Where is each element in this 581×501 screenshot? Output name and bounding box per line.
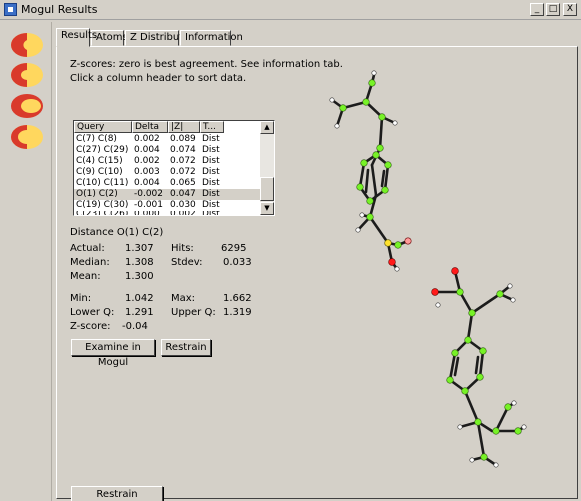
median-label: Median: [70, 257, 110, 268]
hits-label: Hits: [171, 243, 194, 254]
results-table[interactable]: Query Delta |Z| T... C(7) C(8) 0.002 0.0… [73, 120, 275, 216]
carbon-atoms [339, 79, 522, 461]
lower-q-value: 1.291 [125, 307, 154, 318]
table-header: Query Delta |Z| T... [74, 121, 260, 133]
minimize-button[interactable]: _ [530, 3, 544, 16]
column-header-query[interactable]: Query [74, 121, 132, 133]
table-row[interactable]: C(10) C(11) 0.004 0.065 Dist [74, 178, 260, 189]
scroll-down-button[interactable]: ▼ [260, 202, 274, 215]
cell-delta: -0.001 [134, 200, 164, 210]
cell-query: C(27) C(29) [76, 145, 129, 155]
cell-type: Dist [202, 178, 220, 188]
examine-in-mogul-button[interactable]: Examine in Mogul [71, 339, 155, 368]
oxygen-atoms [384, 237, 459, 296]
close-button[interactable]: X [563, 3, 577, 16]
tab-results[interactable]: Results [56, 28, 97, 47]
upper-q-label: Upper Q: [171, 307, 216, 318]
cell-z: 0.065 [170, 178, 196, 188]
table-row[interactable]: C(19) C(30) -0.001 0.030 Dist [74, 200, 260, 211]
table-row-selected[interactable]: O(1) C(2) -0.002 0.047 Dist [74, 189, 260, 200]
info-text: Click a column header to sort data. [70, 73, 247, 84]
cell-delta: -0.002 [134, 189, 164, 199]
tab-information[interactable]: Information [180, 30, 243, 46]
hits-value: 6295 [221, 243, 247, 254]
upper-q-value: 1.319 [223, 307, 252, 318]
cell-z: 0.089 [170, 134, 196, 144]
restrain-button[interactable]: Restrain [161, 339, 211, 356]
stdev-label: Stdev: [171, 257, 203, 268]
table-row[interactable]: C(9) C(10) 0.003 0.072 Dist [74, 167, 260, 178]
actual-value: 1.307 [125, 243, 154, 254]
cell-type: Dist [202, 211, 220, 215]
cell-type: Dist [202, 156, 220, 166]
molecule-bonds [330, 73, 526, 467]
detail-heading: Distance O(1) C(2) [70, 227, 164, 238]
tab-atoms[interactable]: Atoms [91, 30, 128, 46]
column-header-type[interactable]: T... [200, 121, 224, 133]
cell-z: 0.072 [170, 156, 196, 166]
min-value: 1.042 [125, 293, 154, 304]
cell-query: C(9) C(10) [76, 167, 123, 177]
mogul-icon[interactable] [10, 124, 44, 150]
max-value: 1.662 [223, 293, 252, 304]
table-row[interactable]: C(27) C(29) 0.004 0.074 Dist [74, 145, 260, 156]
median-value: 1.308 [125, 257, 154, 268]
cell-delta: 0.004 [134, 178, 160, 188]
z-score-value: -0.04 [122, 321, 148, 332]
table-row[interactable]: C(4) C(15) 0.002 0.072 Dist [74, 156, 260, 167]
cell-z: 0.030 [170, 200, 196, 210]
cell-query: C(23) C(26) [76, 211, 128, 215]
hydrogen-atoms [329, 70, 527, 468]
column-header-z[interactable]: |Z| [168, 121, 200, 133]
results-panel: Z-scores: zero is best agreement. See in… [56, 46, 578, 501]
mean-label: Mean: [70, 271, 101, 282]
z-score-label: Z-score: [70, 321, 111, 332]
table-row[interactable]: C(7) C(8) 0.002 0.089 Dist [74, 134, 260, 145]
info-text: Z-scores: zero is best agreement. See in… [70, 59, 343, 70]
cell-delta: 0.000 [134, 211, 160, 215]
cell-type: Dist [202, 200, 220, 210]
tab-z-distribution[interactable]: Z Distribution [125, 30, 198, 46]
cell-z: 0.002 [170, 211, 196, 215]
min-label: Min: [70, 293, 92, 304]
mogul-icon[interactable] [10, 62, 44, 88]
actual-label: Actual: [70, 243, 105, 254]
cell-z: 0.072 [170, 167, 196, 177]
max-label: Max: [171, 293, 196, 304]
restrain-everything-button[interactable]: Restrain Everything [71, 486, 163, 501]
lower-q-label: Lower Q: [70, 307, 115, 318]
mean-value: 1.300 [125, 271, 154, 282]
table-row[interactable]: C(23) C(26) 0.000 0.002 Dist [74, 211, 260, 215]
stdev-value: 0.033 [223, 257, 252, 268]
window-title: Mogul Results [21, 3, 98, 16]
cell-z: 0.047 [170, 189, 196, 199]
cell-type: Dist [202, 189, 220, 199]
maximize-button[interactable]: □ [546, 3, 560, 16]
cell-delta: 0.004 [134, 145, 160, 155]
scroll-thumb[interactable] [260, 177, 274, 201]
cell-delta: 0.002 [134, 156, 160, 166]
title-bar: Mogul Results _ □ X [0, 0, 581, 20]
column-header-delta[interactable]: Delta [132, 121, 168, 133]
app-icon [4, 3, 17, 16]
mogul-icon[interactable] [10, 32, 44, 58]
scroll-up-button[interactable]: ▲ [260, 121, 274, 134]
cell-query: C(4) C(15) [76, 156, 123, 166]
cell-query: C(19) C(30) [76, 200, 129, 210]
content-pane: Results Atoms Z Distribution Information… [52, 22, 581, 501]
cell-delta: 0.002 [134, 134, 160, 144]
cell-type: Dist [202, 167, 220, 177]
cell-type: Dist [202, 145, 220, 155]
cell-z: 0.074 [170, 145, 196, 155]
cell-delta: 0.003 [134, 167, 160, 177]
molecule-view[interactable] [300, 55, 581, 495]
table-scrollbar[interactable]: ▲ ▼ [260, 121, 274, 215]
mogul-icon[interactable] [10, 93, 44, 119]
cell-query: C(7) C(8) [76, 134, 117, 144]
cell-query: O(1) C(2) [76, 189, 118, 199]
cell-type: Dist [202, 134, 220, 144]
tool-sidebar [0, 22, 52, 501]
cell-query: C(10) C(11) [76, 178, 129, 188]
